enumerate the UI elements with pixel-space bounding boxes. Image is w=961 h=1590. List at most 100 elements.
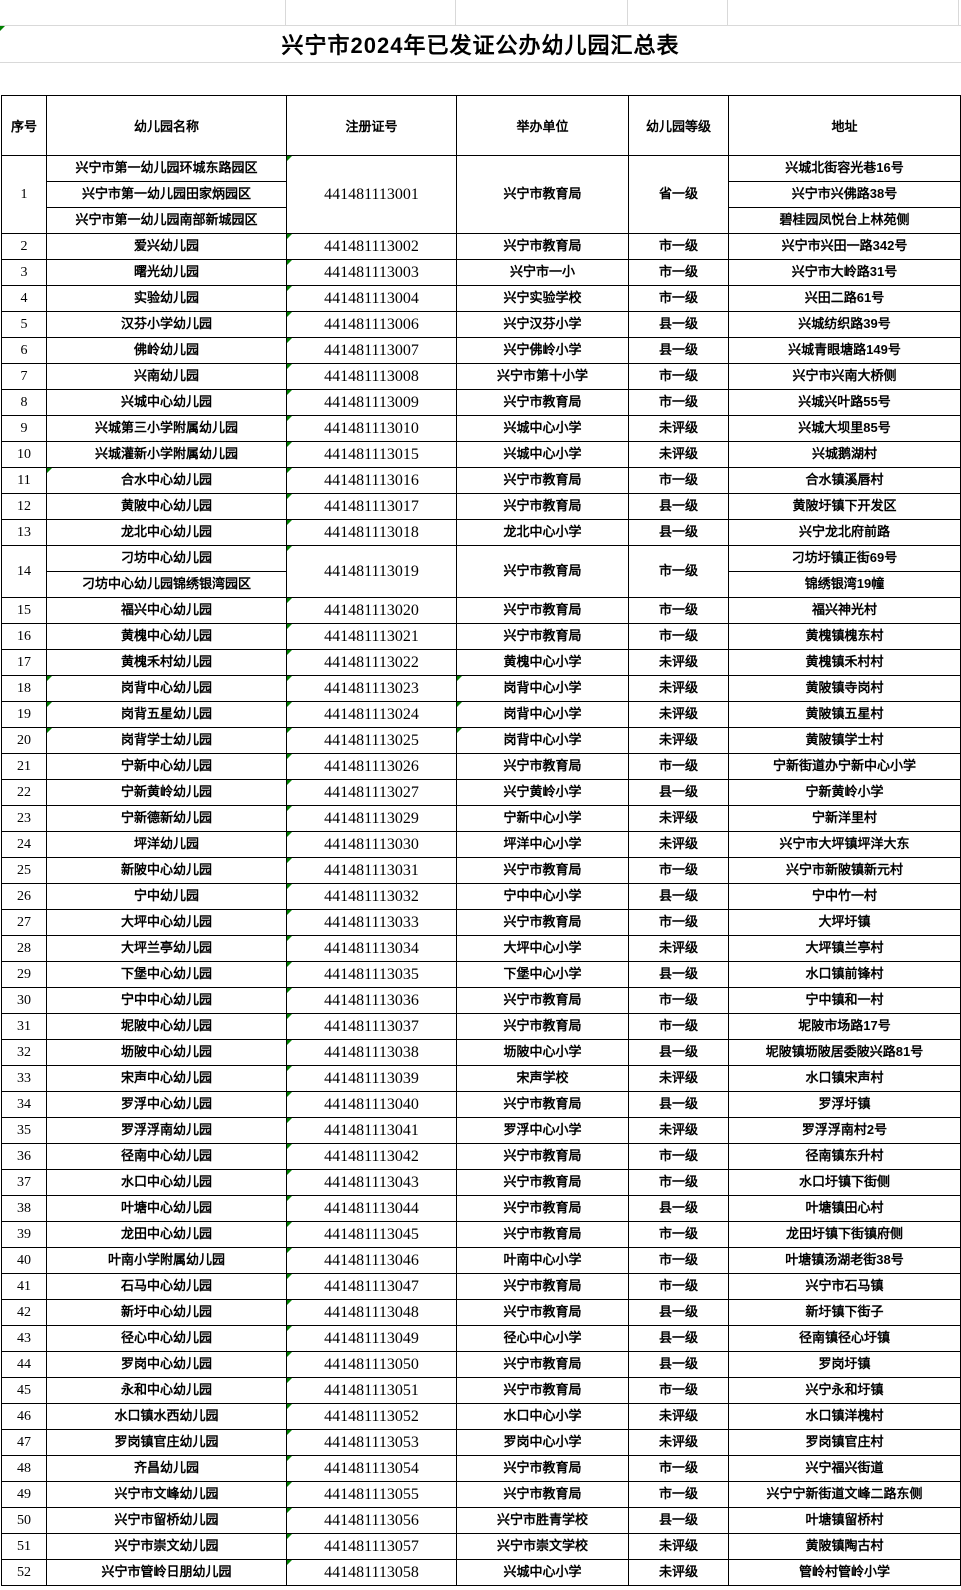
cell-addr[interactable]: 宁新黄岭小学 bbox=[728, 779, 961, 806]
cell-addr[interactable]: 管岭村管岭小学 bbox=[728, 1559, 961, 1586]
cell-name[interactable]: 石马中心幼儿园 bbox=[46, 1273, 287, 1300]
cell-no[interactable]: 44 bbox=[1, 1351, 47, 1378]
cell-name[interactable]: 黄陂中心幼儿园 bbox=[46, 493, 287, 520]
cell-addr[interactable]: 黄槐镇槐东村 bbox=[728, 623, 961, 650]
cell-grade[interactable]: 市一级 bbox=[628, 1377, 729, 1404]
cell-addr[interactable]: 黄槐镇禾村村 bbox=[728, 649, 961, 676]
cell-unit[interactable]: 兴宁黄岭小学 bbox=[456, 779, 629, 806]
cell-reg[interactable]: 441481113015 bbox=[286, 441, 457, 468]
cell-reg[interactable]: 441481113050 bbox=[286, 1351, 457, 1378]
cell-addr[interactable]: 水口镇宋声村 bbox=[728, 1065, 961, 1092]
cell-unit[interactable]: 岗背中心小学 bbox=[456, 701, 629, 728]
cell-name[interactable]: 兴宁市第一幼儿园南部新城园区 bbox=[46, 207, 287, 234]
cell-no[interactable]: 51 bbox=[1, 1533, 47, 1560]
cell-name[interactable]: 新圩中心幼儿园 bbox=[46, 1299, 287, 1326]
cell-addr[interactable]: 径南镇径心圩镇 bbox=[728, 1325, 961, 1352]
cell-addr[interactable]: 黄陂圩镇下开发区 bbox=[728, 493, 961, 520]
cell-name[interactable]: 宁新中心幼儿园 bbox=[46, 753, 287, 780]
cell-unit[interactable]: 兴宁市教育局 bbox=[456, 1299, 629, 1326]
cell-grade[interactable]: 县一级 bbox=[628, 1325, 729, 1352]
cell-addr[interactable]: 宁新洋里村 bbox=[728, 805, 961, 832]
cell-no[interactable]: 10 bbox=[1, 441, 47, 468]
cell-reg[interactable]: 441481113056 bbox=[286, 1507, 457, 1534]
cell-addr[interactable]: 罗岗镇官庄村 bbox=[728, 1429, 961, 1456]
cell-name[interactable]: 刁坊中心幼儿园 bbox=[46, 545, 287, 572]
cell-unit[interactable]: 径心中心小学 bbox=[456, 1325, 629, 1352]
cell-grade[interactable]: 县一级 bbox=[628, 1507, 729, 1534]
cell-reg[interactable]: 441481113043 bbox=[286, 1169, 457, 1196]
cell-reg[interactable]: 441481113044 bbox=[286, 1195, 457, 1222]
cell-addr[interactable]: 兴田二路61号 bbox=[728, 285, 961, 312]
cell-reg[interactable]: 441481113036 bbox=[286, 987, 457, 1014]
cell-unit[interactable]: 兴宁市教育局 bbox=[456, 1195, 629, 1222]
cell-addr[interactable]: 宁中竹一村 bbox=[728, 883, 961, 910]
cell-no[interactable]: 8 bbox=[1, 389, 47, 416]
cell-reg[interactable]: 441481113027 bbox=[286, 779, 457, 806]
header-name[interactable]: 幼儿园名称 bbox=[46, 95, 287, 156]
cell-addr[interactable]: 黄陂镇寺岗村 bbox=[728, 675, 961, 702]
cell-grade[interactable]: 县一级 bbox=[628, 311, 729, 338]
cell-grade[interactable]: 市一级 bbox=[628, 753, 729, 780]
cell-grade[interactable]: 市一级 bbox=[628, 233, 729, 260]
cell-grade[interactable]: 市一级 bbox=[628, 259, 729, 286]
cell-name[interactable]: 叶塘中心幼儿园 bbox=[46, 1195, 287, 1222]
cell-reg[interactable]: 441481113055 bbox=[286, 1481, 457, 1508]
cell-unit[interactable]: 兴宁市教育局 bbox=[456, 155, 629, 234]
cell-name[interactable]: 齐昌幼儿园 bbox=[46, 1455, 287, 1482]
cell-addr[interactable]: 兴城纺织路39号 bbox=[728, 311, 961, 338]
cell-name[interactable]: 宁新德新幼儿园 bbox=[46, 805, 287, 832]
cell-unit[interactable]: 兴宁市教育局 bbox=[456, 753, 629, 780]
cell-addr[interactable]: 福兴神光村 bbox=[728, 597, 961, 624]
cell-name[interactable]: 龙田中心幼儿园 bbox=[46, 1221, 287, 1248]
cell-name[interactable]: 兴宁市第一幼儿园田家炳园区 bbox=[46, 181, 287, 208]
header-unit[interactable]: 举办单位 bbox=[456, 95, 629, 156]
cell-grade[interactable]: 县一级 bbox=[628, 1299, 729, 1326]
cell-grade[interactable]: 市一级 bbox=[628, 1247, 729, 1274]
cell-addr[interactable]: 合水镇溪唇村 bbox=[728, 467, 961, 494]
cell-no[interactable]: 45 bbox=[1, 1377, 47, 1404]
cell-no[interactable]: 23 bbox=[1, 805, 47, 832]
cell-name[interactable]: 兴宁市崇文幼儿园 bbox=[46, 1533, 287, 1560]
cell-unit[interactable]: 坪洋中心小学 bbox=[456, 831, 629, 858]
cell-reg[interactable]: 441481113039 bbox=[286, 1065, 457, 1092]
cell-name[interactable]: 永和中心幼儿园 bbox=[46, 1377, 287, 1404]
cell-no[interactable]: 50 bbox=[1, 1507, 47, 1534]
cell-no[interactable]: 43 bbox=[1, 1325, 47, 1352]
cell-unit[interactable]: 兴宁汉芬小学 bbox=[456, 311, 629, 338]
cell-addr[interactable]: 锦绣银湾19幢 bbox=[728, 571, 961, 598]
cell-no[interactable]: 15 bbox=[1, 597, 47, 624]
cell-addr[interactable]: 兴宁永和圩镇 bbox=[728, 1377, 961, 1404]
cell-reg[interactable]: 441481113041 bbox=[286, 1117, 457, 1144]
cell-addr[interactable]: 罗浮浮南村2号 bbox=[728, 1117, 961, 1144]
cell-unit[interactable]: 兴宁市第十小学 bbox=[456, 363, 629, 390]
cell-no[interactable]: 5 bbox=[1, 311, 47, 338]
cell-no[interactable]: 13 bbox=[1, 519, 47, 546]
cell-addr[interactable]: 罗浮圩镇 bbox=[728, 1091, 961, 1118]
cell-unit[interactable]: 兴宁市教育局 bbox=[456, 1377, 629, 1404]
cell-addr[interactable]: 兴城大坝里85号 bbox=[728, 415, 961, 442]
cell-grade[interactable]: 市一级 bbox=[628, 1169, 729, 1196]
cell-unit[interactable]: 兴宁佛岭小学 bbox=[456, 337, 629, 364]
cell-no[interactable]: 49 bbox=[1, 1481, 47, 1508]
cell-name[interactable]: 合水中心幼儿园 bbox=[46, 467, 287, 494]
cell-addr[interactable]: 兴城青眼塘路149号 bbox=[728, 337, 961, 364]
cell-unit[interactable]: 兴宁实验学校 bbox=[456, 285, 629, 312]
cell-grade[interactable]: 市一级 bbox=[628, 857, 729, 884]
cell-reg[interactable]: 441481113046 bbox=[286, 1247, 457, 1274]
cell-reg[interactable]: 441481113009 bbox=[286, 389, 457, 416]
cell-name[interactable]: 岗背学士幼儿园 bbox=[46, 727, 287, 754]
cell-unit[interactable]: 兴宁市教育局 bbox=[456, 1169, 629, 1196]
cell-grade[interactable]: 县一级 bbox=[628, 493, 729, 520]
cell-addr[interactable]: 坭陂镇坜陂居委陂兴路81号 bbox=[728, 1039, 961, 1066]
header-addr[interactable]: 地址 bbox=[728, 95, 961, 156]
cell-unit[interactable]: 黄槐中心小学 bbox=[456, 649, 629, 676]
cell-reg[interactable]: 441481113051 bbox=[286, 1377, 457, 1404]
cell-reg[interactable]: 441481113003 bbox=[286, 259, 457, 286]
cell-grade[interactable]: 未评级 bbox=[628, 1117, 729, 1144]
cell-unit[interactable]: 罗浮中心小学 bbox=[456, 1117, 629, 1144]
cell-name[interactable]: 兴南幼儿园 bbox=[46, 363, 287, 390]
cell-addr[interactable]: 水口圩镇下街侧 bbox=[728, 1169, 961, 1196]
cell-grade[interactable]: 未评级 bbox=[628, 675, 729, 702]
cell-unit[interactable]: 宋声学校 bbox=[456, 1065, 629, 1092]
cell-addr[interactable]: 兴宁福兴街道 bbox=[728, 1455, 961, 1482]
